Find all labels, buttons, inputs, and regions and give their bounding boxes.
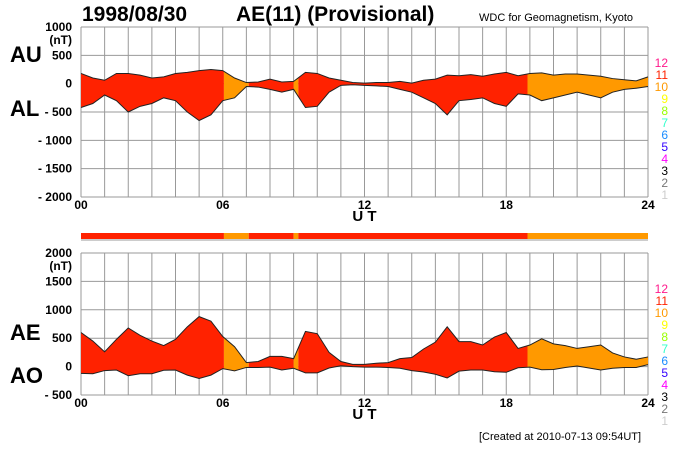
station-bar-segment [248,233,294,239]
chart-date: 1998/08/30 [82,3,188,26]
y-tick-label: - 1000 [38,133,72,147]
station-legend-6: 6 [661,128,668,142]
station-legend-5: 5 [661,140,668,154]
y-tick-label: - 500 [45,388,73,402]
x-tick-label: 06 [216,396,230,410]
station-legend-9: 9 [661,318,668,332]
series-label-ao: AO [10,363,43,388]
y-tick-label: 0 [65,360,72,374]
line-ae [80,316,649,365]
area-segment [298,326,528,378]
area-segment [81,316,224,379]
y-tick-label: 500 [52,48,72,62]
station-legend-9: 9 [661,92,668,106]
area-segment [223,71,249,101]
x-tick-label: 00 [74,198,88,212]
station-legend-8: 8 [661,330,668,344]
station-legend-5: 5 [661,366,668,380]
station-legend-2: 2 [661,176,668,190]
area-segment [527,338,648,371]
station-legend-8: 8 [661,104,668,118]
x-tick-label: 12 [358,396,372,410]
station-legend-3: 3 [661,390,668,404]
x-tick-label: 24 [641,396,655,410]
station-legend-4: 4 [661,152,668,166]
station-bar-segment [223,233,249,239]
y-tick-label: 0 [65,77,72,91]
station-legend-11: 11 [656,68,669,82]
station-legend-7: 7 [661,342,668,356]
y-tick-label: - 1500 [38,162,72,176]
area-segment [293,77,299,97]
station-legend-4: 4 [661,378,668,392]
area-segment [293,347,299,371]
unit-label: (nT) [49,259,72,273]
station-bar-segment [527,233,648,239]
unit-label: (nT) [49,33,72,47]
x-tick-label: 12 [358,198,372,212]
source-label: WDC for Geomagnetism, Kyoto [479,12,634,24]
series-label-au: AU [10,42,42,67]
station-legend-3: 3 [661,164,668,178]
station-bar-segment [293,233,299,239]
area-segment [527,72,648,101]
x-axis-label: U T [352,406,376,423]
station-legend-12: 12 [655,282,669,296]
x-tick-label: 18 [500,198,514,212]
x-axis-label: U T [352,208,376,225]
station-legend-7: 7 [661,116,668,130]
y-tick-label: 2000 [45,246,72,260]
y-tick-label: 1000 [45,20,72,34]
station-legend-6: 6 [661,354,668,368]
station-bar-segment [81,233,224,239]
station-legend-1: 1 [661,188,668,202]
area-segment [248,356,294,371]
area-segment [223,337,249,371]
y-tick-label: - 2000 [38,190,72,204]
y-tick-label: 500 [52,331,72,345]
x-tick-label: 00 [74,396,88,410]
x-tick-label: 06 [216,198,230,212]
line-au [80,68,649,84]
y-tick-label: 1500 [45,274,72,288]
series-label-al: AL [10,96,39,121]
series-label-ae: AE [10,320,41,345]
created-label: [Created at 2010-07-13 09:54UT] [479,431,642,443]
x-tick-label: 24 [641,198,655,212]
line-ao [80,364,649,380]
station-legend-11: 11 [656,294,669,308]
station-legend-12: 12 [655,56,669,70]
y-tick-label: - 500 [45,105,73,119]
station-legend-1: 1 [661,414,668,428]
station-legend-10: 10 [655,80,669,94]
station-legend-2: 2 [661,402,668,416]
station-bar-segment [298,233,528,239]
y-tick-label: 1000 [45,303,72,317]
area-segment [81,69,224,121]
chart-title: AE(11) (Provisional) [236,3,435,26]
x-tick-label: 18 [500,396,514,410]
station-legend-10: 10 [655,306,669,320]
line-al [80,84,649,122]
